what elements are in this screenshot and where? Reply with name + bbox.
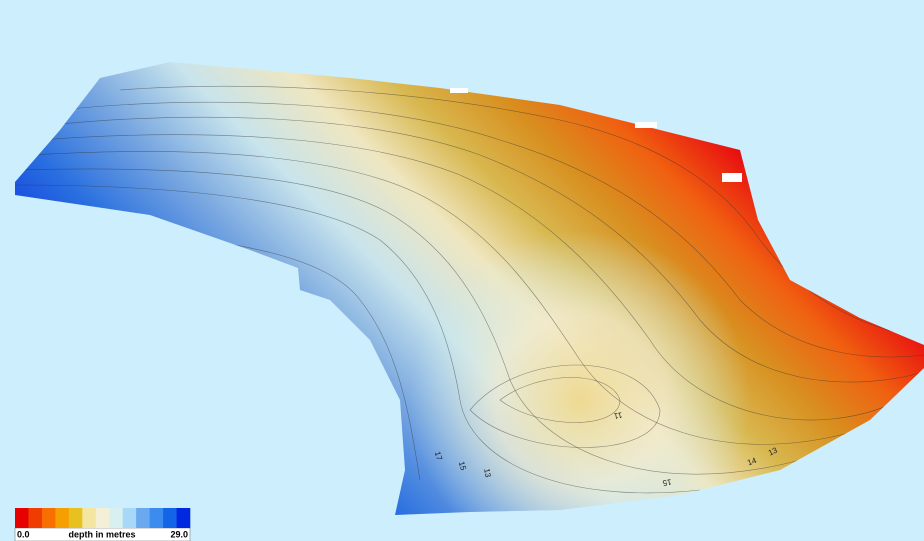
- bathymetry-surface: [15, 62, 924, 515]
- contour-label: 13: [482, 468, 493, 479]
- contour-label: 13: [767, 445, 779, 457]
- legend-swatch: [176, 508, 191, 528]
- legend-swatch: [136, 508, 150, 528]
- contour-label: 17: [433, 450, 444, 461]
- legend-swatch: [95, 508, 110, 528]
- no-data-patches: [450, 88, 742, 182]
- legend-swatch: [41, 508, 56, 528]
- legend-title: depth in metres: [68, 529, 135, 539]
- contour-label: 14: [746, 456, 758, 468]
- contour-labels: 17 15 13 11 14 13 15: [433, 410, 779, 487]
- legend-swatch: [68, 508, 83, 528]
- contour-lines: [15, 85, 924, 494]
- legend-swatch: [149, 508, 164, 528]
- contour-label: 11: [613, 410, 623, 420]
- legend-swatch: [55, 508, 70, 528]
- legend-swatch: [163, 508, 177, 528]
- contour-label: 15: [661, 477, 672, 488]
- legend-swatch: [15, 508, 29, 528]
- legend-swatch: [122, 508, 137, 528]
- legend-swatch: [82, 508, 97, 528]
- legend-max: 29.0: [170, 529, 188, 539]
- legend-swatch: [28, 508, 43, 528]
- legend-swatch: [109, 508, 123, 528]
- legend-min: 0.0: [17, 529, 30, 539]
- contour-label: 15: [457, 460, 468, 471]
- legend: 0.0 depth in metres 29.0: [14, 508, 191, 541]
